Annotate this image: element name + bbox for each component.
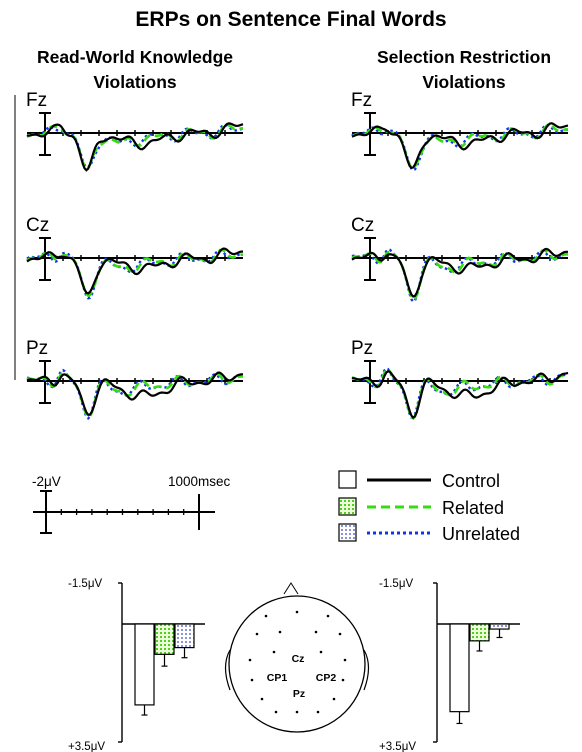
electrode-dot <box>319 650 323 654</box>
control-waveform <box>26 122 244 172</box>
electrode-dot <box>272 650 276 654</box>
electrode-dot <box>332 697 336 701</box>
electrode-dot <box>316 710 320 714</box>
related-bar <box>469 623 490 642</box>
legend-item-unrelated: Unrelated <box>338 523 520 544</box>
unrelated-bar <box>489 623 510 630</box>
unrelated-waveform <box>351 123 569 172</box>
electrode-dot <box>278 630 282 634</box>
unrelated-waveform <box>26 368 244 420</box>
control-waveform <box>351 369 569 420</box>
electrode-dot <box>314 630 318 634</box>
left-panel-title-line2: Violations <box>93 72 177 92</box>
erp-left-cz: Cz <box>26 215 244 300</box>
y-label-bottom: +3.5μV <box>68 741 105 752</box>
nose-icon <box>283 582 299 595</box>
electrode-dot <box>338 632 342 636</box>
left-ear-icon <box>224 649 231 691</box>
related-bar <box>154 623 175 655</box>
control-bar <box>134 623 155 706</box>
legend-label-unrelated: Unrelated <box>442 524 520 544</box>
electrode-label-cz: Cz <box>26 215 49 236</box>
left-panel-title-line1: Read-World Knowledge <box>37 47 233 67</box>
control-bar <box>449 623 470 713</box>
figure-title: ERPs on Sentence Final Words <box>135 8 446 31</box>
control-waveform <box>351 247 568 298</box>
control-waveform <box>351 122 569 170</box>
electrode-dot <box>248 658 252 662</box>
control-waveform <box>26 371 244 416</box>
erp-right-fz: Fz <box>351 90 569 172</box>
electrode-dot <box>250 678 254 682</box>
related-waveform <box>26 248 244 298</box>
site-label-cp1: CP1 <box>267 672 288 684</box>
electrode-dot <box>260 697 264 701</box>
unrelated-waveform <box>351 367 569 420</box>
site-label-cz: Cz <box>292 653 305 665</box>
related-waveform <box>351 368 569 421</box>
electrode-dot <box>274 710 278 714</box>
legend: Control Related Unrelated <box>338 470 520 544</box>
right-panel-title-line1: Selection Restriction <box>377 47 551 67</box>
site-label-pz: Pz <box>293 688 305 700</box>
electrode-dot <box>341 678 345 682</box>
scalp-map: Cz CP1 CP2 Pz <box>224 582 370 733</box>
related-swatch <box>338 497 357 516</box>
control-waveform <box>26 247 244 295</box>
electrode-dot <box>255 632 259 636</box>
y-label-bottom: +3.5μV <box>379 741 416 752</box>
erp-right-pz: Pz <box>351 338 569 421</box>
electrode-label-fz: Fz <box>26 90 47 111</box>
related-waveform <box>26 370 244 419</box>
right-panel-title-line2: Violations <box>422 72 506 92</box>
scale-time-label: 1000msec <box>168 474 231 489</box>
legend-item-control: Control <box>338 470 500 491</box>
unrelated-swatch <box>338 523 357 542</box>
electrode-label-fz: Fz <box>351 90 372 111</box>
bar-charts: -1.5μV +3.5μV -1.5μV +3.5μV <box>68 578 520 752</box>
scale-amplitude-label: -2μV <box>32 474 61 489</box>
head-outline <box>228 595 366 733</box>
legend-label-control: Control <box>442 471 500 491</box>
legend-label-related: Related <box>442 498 504 518</box>
scale-bar: -2μV 1000msec <box>32 474 231 534</box>
erp-left-pz: Pz <box>26 338 244 420</box>
legend-item-related: Related <box>338 497 504 518</box>
right-ear-icon <box>363 649 370 691</box>
unrelated-waveform <box>26 248 244 300</box>
electrode-label-cz: Cz <box>351 215 374 236</box>
electrode-label-pz: Pz <box>351 338 373 359</box>
right-bar-chart: -1.5μV +3.5μV <box>379 578 520 752</box>
erp-waveforms: Fz Cz Pz Fz Cz Pz <box>26 90 569 421</box>
erp-right-cz: Cz <box>351 215 569 304</box>
y-label-top: -1.5μV <box>68 578 102 590</box>
y-label-top: -1.5μV <box>379 578 413 590</box>
electrode-dot <box>295 710 299 714</box>
unrelated-bar <box>174 623 195 649</box>
control-swatch <box>338 470 357 489</box>
electrode-dot <box>343 658 347 662</box>
electrode-label-pz: Pz <box>26 338 48 359</box>
electrode-dot <box>326 614 330 618</box>
electrode-dot <box>264 614 268 618</box>
left-bar-chart: -1.5μV +3.5μV <box>68 578 205 752</box>
erp-left-fz: Fz <box>26 90 244 172</box>
site-label-cp2: CP2 <box>316 672 337 684</box>
electrode-dot <box>295 610 299 614</box>
